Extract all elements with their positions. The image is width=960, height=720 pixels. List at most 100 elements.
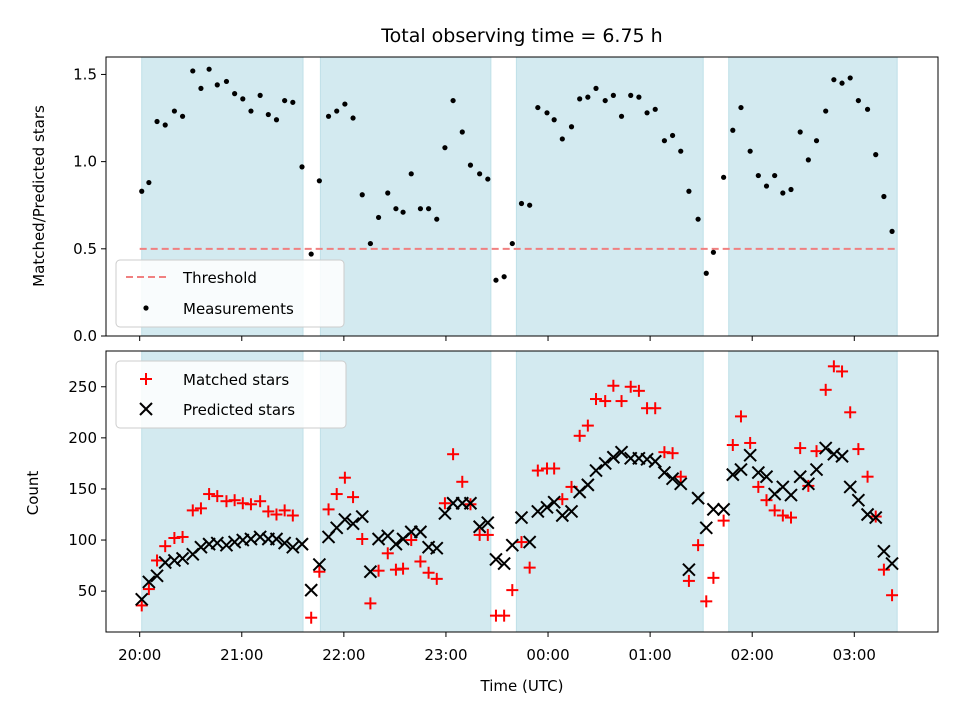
top-legend-box xyxy=(115,259,345,328)
matched-star-point-83 xyxy=(844,406,857,419)
measurement-point-5 xyxy=(179,113,186,119)
matched-star-point-62 xyxy=(666,447,679,460)
measurement-point-9 xyxy=(214,82,220,88)
predicted-star-point-53 xyxy=(581,478,595,492)
measurement-point-87 xyxy=(873,152,879,158)
matched-star-point-21 xyxy=(322,503,335,516)
predicted-star-point-55 xyxy=(598,456,612,471)
measurement-point-28 xyxy=(375,214,382,221)
matched-star-point-19 xyxy=(305,611,318,624)
matched-star-point-57 xyxy=(624,380,637,393)
predicted-star-point-21 xyxy=(312,557,327,572)
predicted-star-point-25 xyxy=(346,516,360,531)
matched-star-point-70 xyxy=(734,410,747,423)
measurement-point-26 xyxy=(359,192,365,198)
predicted-star-point-16 xyxy=(269,532,284,546)
matched-star-point-55 xyxy=(607,379,620,392)
predicted-star-point-61 xyxy=(648,454,662,469)
top-x-ticks xyxy=(139,336,855,341)
measurement-point-57 xyxy=(618,113,625,119)
predicted-star-point-41 xyxy=(481,515,495,530)
measurement-point-37 xyxy=(450,97,456,104)
predicted-star-point-1 xyxy=(142,575,156,589)
predicted-star-point-85 xyxy=(851,493,866,507)
matched-star-point-6 xyxy=(186,504,199,517)
matched-star-point-64 xyxy=(682,574,695,587)
predicted-star-point-81 xyxy=(818,441,833,455)
predicted-star-point-83 xyxy=(835,449,849,463)
top-axes-frame xyxy=(105,56,939,337)
measurement-point-54 xyxy=(593,85,599,91)
predicted-star-point-63 xyxy=(665,472,680,486)
matched-star-point-63 xyxy=(674,470,687,483)
matched-star-point-24 xyxy=(347,491,360,504)
predicted-star-point-87 xyxy=(869,510,883,525)
bottom-panel: 50 100 150 200 250 20:00 21:00 22:00 23:00 00:00… xyxy=(24,350,939,695)
top-shaded-interval-3 xyxy=(728,56,898,337)
predicted-star-point-49 xyxy=(547,495,561,509)
measurement-point-79 xyxy=(805,157,811,163)
matched-star-point-18 xyxy=(286,509,299,522)
predicted-star-point-42 xyxy=(489,552,503,567)
predicted-star-point-69 xyxy=(716,502,731,517)
top-y-axis-label: Matched/Predicted stars xyxy=(30,105,48,287)
predicted-star-point-72 xyxy=(743,448,757,462)
x-tick-label-1: 21:00 xyxy=(220,646,263,664)
measurement-point-6 xyxy=(190,68,196,74)
measurement-point-75 xyxy=(772,172,778,179)
measurement-point-42 xyxy=(493,277,499,283)
predicted-star-point-19 xyxy=(295,537,309,551)
measurement-point-73 xyxy=(755,172,761,179)
matched-star-point-73 xyxy=(760,494,773,507)
bottom-axes-frame xyxy=(105,350,939,633)
bottom-shaded-interval-3 xyxy=(728,350,898,633)
matched-star-point-7 xyxy=(194,502,207,515)
measurement-point-85 xyxy=(855,97,861,104)
top-y-tick-label-3: 1.5 xyxy=(73,65,97,83)
bottom-y-tick-label-2: 150 xyxy=(68,480,97,498)
matched-star-point-29 xyxy=(389,563,402,576)
matched-star-point-30 xyxy=(397,562,410,575)
matched-star-point-43 xyxy=(506,584,519,597)
measurement-point-60 xyxy=(644,110,650,116)
matched-star-point-74 xyxy=(768,504,781,517)
predicted-star-point-35 xyxy=(430,541,444,555)
predicted-star-point-73 xyxy=(751,465,766,480)
matched-star-point-72 xyxy=(752,480,765,493)
matched-star-point-0 xyxy=(135,599,148,612)
measurement-point-21 xyxy=(316,178,322,184)
x-tick-label-0: 20:00 xyxy=(118,646,161,664)
predicted-star-point-62 xyxy=(657,465,672,480)
measurement-point-77 xyxy=(788,186,794,193)
measurement-point-14 xyxy=(257,92,263,98)
matched-star-point-65 xyxy=(692,539,705,552)
matched-star-point-58 xyxy=(632,384,645,397)
predicted-star-point-5 xyxy=(175,551,190,566)
measurement-point-7 xyxy=(198,85,204,91)
measurement-point-74 xyxy=(763,183,770,189)
predicted-star-point-18 xyxy=(286,540,300,554)
matched-star-point-52 xyxy=(581,419,594,432)
matched-star-point-32 xyxy=(414,555,427,568)
matched-star-point-78 xyxy=(802,479,815,492)
matched-star-point-71 xyxy=(744,436,757,449)
predicted-star-point-68 xyxy=(706,502,721,517)
measurement-point-84 xyxy=(847,75,853,81)
matched-star-point-75 xyxy=(776,509,789,522)
matched-star-point-15 xyxy=(262,505,275,518)
matched-star-point-17 xyxy=(278,504,291,517)
measurement-point-53 xyxy=(585,94,591,100)
x-tick-label-7: 03:00 xyxy=(833,646,876,664)
matched-star-point-3 xyxy=(159,540,172,553)
matched-star-point-60 xyxy=(649,402,662,415)
matched-star-point-13 xyxy=(244,498,257,511)
matched-star-point-34 xyxy=(430,572,443,585)
predicted-star-point-88 xyxy=(877,544,891,558)
bottom-legend: Matched stars Predicted stars xyxy=(115,360,347,429)
measurement-point-30 xyxy=(393,206,399,212)
predicted-star-point-44 xyxy=(505,538,520,552)
measurement-point-58 xyxy=(628,92,634,98)
predicted-star-point-79 xyxy=(801,477,816,491)
matched-star-point-48 xyxy=(548,462,561,475)
measurement-point-67 xyxy=(703,270,709,276)
